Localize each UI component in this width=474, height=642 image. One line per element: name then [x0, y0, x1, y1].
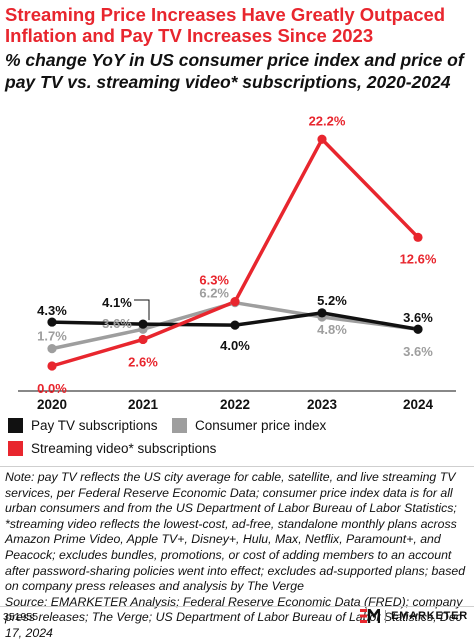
- legend-swatch-cpi: [172, 418, 187, 433]
- em-logo-icon: [360, 609, 381, 623]
- data-label-streaming-2020: 0.0%: [37, 381, 67, 396]
- data-label-pay-tv-2022: 4.0%: [220, 338, 250, 353]
- data-point-cpi-2020: [47, 344, 57, 354]
- data-point-streaming-2020: [47, 361, 57, 371]
- data-point-pay-tv-2022: [230, 320, 240, 330]
- data-point-streaming-2021: [138, 334, 148, 345]
- data-label-streaming-2021: 2.6%: [128, 354, 158, 369]
- data-point-streaming-2024: [413, 232, 423, 242]
- chart-id: 351955: [3, 611, 39, 623]
- data-point-streaming-2022: [230, 297, 240, 307]
- chart-note: Note: pay TV reflects the US city averag…: [5, 470, 471, 642]
- x-tick-label-2022: 2022: [220, 397, 250, 410]
- legend-label-cpi: Consumer price index: [195, 418, 327, 433]
- chart-subtitle: % change YoY in US consumer price index …: [5, 50, 464, 92]
- data-label-pay-tv-2021: 4.1%: [102, 295, 132, 310]
- data-label-cpi-2023: 4.8%: [317, 322, 347, 337]
- data-label-pay-tv-2020: 4.3%: [37, 303, 67, 318]
- legend-item-streaming: Streaming video* subscriptions: [8, 441, 216, 456]
- brand-logo: EMARKETER: [360, 609, 468, 623]
- legend-item-cpi: Consumer price index: [172, 418, 326, 433]
- brand-name: EMARKETER: [391, 610, 468, 622]
- data-point-pay-tv-2021: [138, 319, 148, 329]
- data-label-streaming-2023: 22.2%: [309, 113, 346, 128]
- chart-title: Streaming Price Increases Have Greatly O…: [5, 4, 446, 46]
- brand-separator: [385, 609, 387, 623]
- data-label-cpi-2021: 3.6%: [102, 316, 132, 331]
- x-tick-label-2024: 2024: [403, 397, 434, 410]
- legend-label-streaming: Streaming video* subscriptions: [31, 441, 217, 456]
- data-point-streaming-2023: [317, 134, 327, 144]
- legend-label-pay-tv: Pay TV subscriptions: [31, 418, 158, 433]
- data-label-streaming-2022: 6.3%: [199, 273, 229, 288]
- footer-divider: [0, 606, 474, 607]
- legend-swatch-pay-tv: [8, 418, 23, 433]
- leader-line-pay-tv-2021: [134, 299, 150, 321]
- legend-swatch-streaming: [8, 441, 23, 456]
- legend-item-pay-tv: Pay TV subscriptions: [8, 418, 158, 433]
- data-label-cpi-2024: 3.6%: [403, 344, 433, 359]
- data-point-pay-tv-2023: [317, 308, 327, 318]
- data-label-cpi-2020: 1.7%: [37, 329, 67, 344]
- note-text: Note: pay TV reflects the US city averag…: [5, 470, 466, 594]
- x-tick-label-2023: 2023: [307, 397, 338, 410]
- data-label-cpi-2022: 6.2%: [199, 286, 229, 301]
- data-label-streaming-2024: 12.6%: [400, 251, 437, 266]
- note-divider: [0, 466, 474, 467]
- series-line-streaming: [51, 137, 420, 368]
- data-label-pay-tv-2023: 5.2%: [317, 293, 347, 308]
- data-label-pay-tv-2024: 3.6%: [403, 310, 433, 325]
- data-point-pay-tv-2020: [47, 317, 57, 327]
- line-chart: 1.7% 3.6% 6.2% 4.8% 3.6% 4.3% 4.1% 4.0% 5.2% 3.6%…: [18, 113, 456, 410]
- x-tick-label-2021: 2021: [128, 397, 159, 410]
- x-tick-label-2020: 2020: [37, 397, 67, 410]
- data-point-pay-tv-2024: [413, 324, 423, 334]
